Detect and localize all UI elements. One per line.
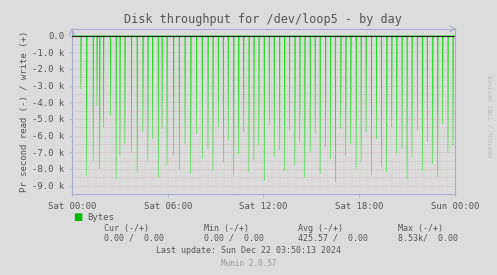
Text: Bytes: Bytes	[87, 213, 114, 222]
Text: 425.57 /  0.00: 425.57 / 0.00	[298, 233, 368, 242]
Text: 8.53k/  0.00: 8.53k/ 0.00	[398, 233, 458, 242]
Text: Munin 2.0.57: Munin 2.0.57	[221, 260, 276, 268]
Title: Disk throughput for /dev/loop5 - by day: Disk throughput for /dev/loop5 - by day	[124, 13, 403, 26]
Text: 0.00 /  0.00: 0.00 / 0.00	[204, 233, 264, 242]
Text: Avg (-/+): Avg (-/+)	[298, 224, 343, 233]
Text: Min (-/+): Min (-/+)	[204, 224, 249, 233]
Text: RRDTOOL / TOBI OETIKER: RRDTOOL / TOBI OETIKER	[489, 74, 494, 157]
Text: 0.00 /  0.00: 0.00 / 0.00	[104, 233, 165, 242]
Text: Last update: Sun Dec 22 03:50:13 2024: Last update: Sun Dec 22 03:50:13 2024	[156, 246, 341, 255]
Y-axis label: Pr second read (-) / write (+): Pr second read (-) / write (+)	[20, 31, 29, 192]
Text: Max (-/+): Max (-/+)	[398, 224, 443, 233]
Text: ■: ■	[74, 212, 83, 222]
Text: Cur (-/+): Cur (-/+)	[104, 224, 150, 233]
